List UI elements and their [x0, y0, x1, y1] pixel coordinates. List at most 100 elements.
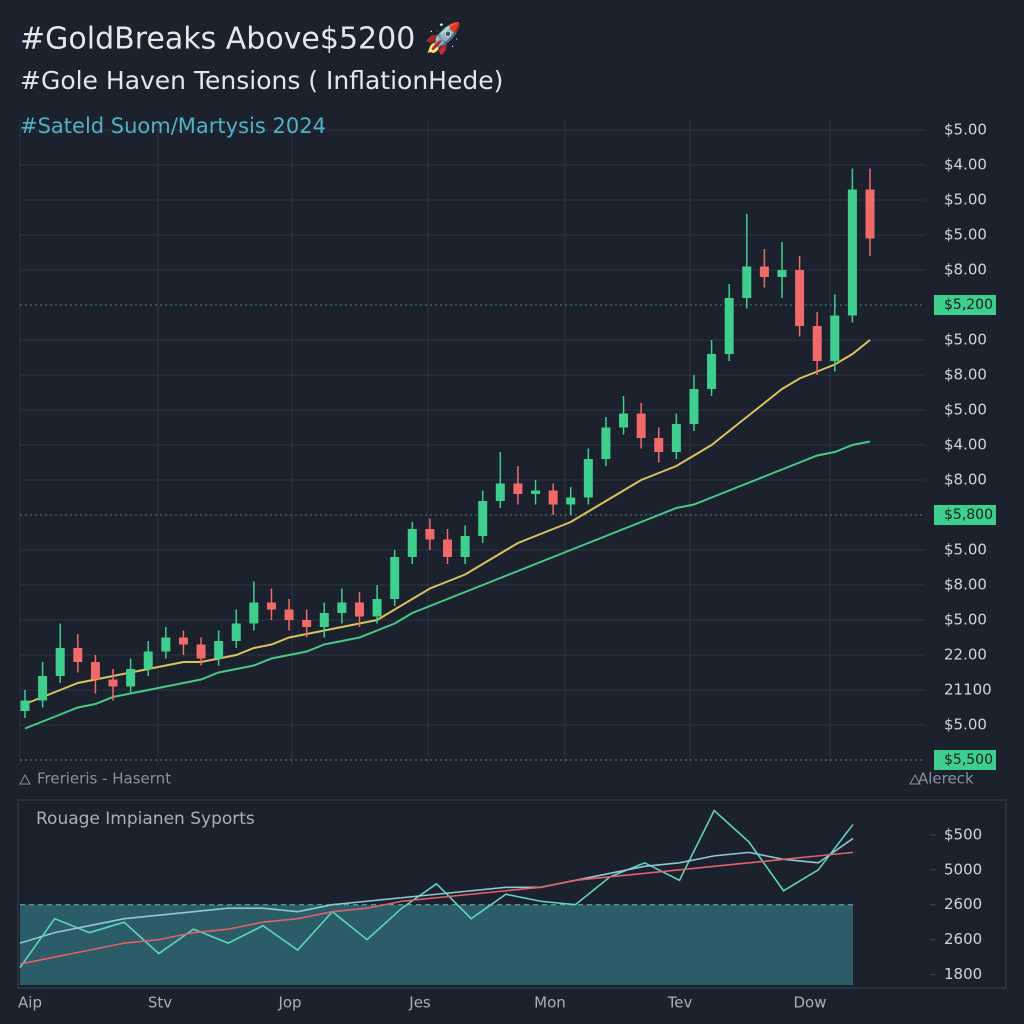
y-tick-label: $4.00 — [944, 436, 987, 454]
candle-body — [231, 623, 241, 641]
candle-body — [830, 315, 840, 361]
y-tick-label: $5.00 — [944, 401, 987, 419]
candle-body — [337, 602, 347, 613]
candle-body — [90, 662, 100, 680]
candle-body — [742, 266, 752, 298]
x-tick-label: Dow — [794, 994, 827, 1012]
x-tick-label: Tev — [667, 994, 693, 1012]
y-tick-label: $8.00 — [944, 261, 987, 279]
x-tick-label: Jop — [277, 994, 301, 1012]
candle-body — [671, 424, 681, 452]
y-tick-label: $8.00 — [944, 366, 987, 384]
candle-body — [143, 651, 153, 669]
candle-body — [354, 602, 364, 617]
candle-body — [443, 539, 452, 557]
y-tick-label: 1800 — [944, 965, 982, 983]
y-tick-label: $5.00 — [944, 716, 987, 734]
warning-icon — [909, 773, 921, 785]
candle-body — [55, 648, 65, 676]
y-tick-label: 21100 — [944, 681, 992, 699]
candle-body — [425, 529, 435, 540]
price-badge — [934, 750, 996, 770]
footer-left: Frerieris - Hasernt — [37, 770, 171, 788]
candle-body — [689, 389, 699, 424]
candle-body — [372, 599, 382, 617]
y-tick-label: $8.00 — [944, 576, 987, 594]
y-tick-label: 22.00 — [944, 646, 987, 664]
y-tick-label: 5000 — [944, 860, 982, 878]
y-tick-label: $5,200 — [944, 297, 993, 313]
warning-icon — [19, 773, 31, 785]
chart-subtitle: #Gole Haven Tensions ( InflationHede) — [20, 66, 503, 95]
candle-body — [636, 413, 646, 438]
price-badge — [934, 295, 996, 315]
candle-body — [566, 497, 576, 505]
candle-body — [460, 536, 470, 557]
y-tick-label: $8.00 — [944, 471, 987, 489]
candle-body — [38, 676, 48, 701]
shaded-zone — [20, 904, 853, 985]
y-tick-label: $5.00 — [944, 541, 987, 559]
candle-body — [284, 609, 294, 620]
y-tick-label: $5.00 — [944, 331, 987, 349]
candle-body — [759, 266, 769, 277]
candle-body — [319, 613, 329, 627]
y-tick-label: 2600 — [944, 895, 982, 913]
candle-body — [865, 189, 875, 239]
candle-body — [847, 189, 857, 316]
candle-body — [601, 427, 611, 459]
candle-body — [513, 483, 523, 494]
candle-body — [583, 459, 593, 498]
x-tick-label: Mon — [534, 994, 566, 1012]
candle-body — [196, 644, 206, 659]
y-tick-label: $5,800 — [944, 507, 993, 523]
line-series — [19, 851, 854, 965]
y-tick-label: $5.00 — [944, 121, 987, 139]
footer-right: Alereck — [918, 770, 974, 788]
chart-title: #GoldBreaks Above$5200 🚀 — [20, 21, 462, 57]
candle-body — [161, 637, 171, 652]
candle-body — [707, 354, 717, 389]
candle-body — [126, 669, 136, 687]
x-tick-label: Jes — [408, 994, 431, 1012]
candle-body — [777, 270, 787, 277]
x-tick-label: Aip — [18, 994, 42, 1012]
candle-body — [478, 501, 488, 536]
candle-body — [407, 529, 417, 557]
candle-body — [495, 483, 505, 501]
line-series — [19, 809, 854, 969]
panel-title: Rouage Impianen Syports — [36, 809, 255, 829]
moving-average — [24, 339, 871, 705]
candle-body — [531, 490, 541, 494]
sub-panel — [17, 799, 1007, 989]
y-tick-label: $4.00 — [944, 156, 987, 174]
y-tick-label: $5.00 — [944, 191, 987, 209]
candle-body — [108, 679, 118, 687]
candle-body — [266, 602, 276, 610]
moving-average — [24, 440, 871, 730]
candle-body — [20, 700, 30, 711]
candle-body — [795, 270, 805, 326]
price-badge — [934, 505, 996, 525]
candle-body — [302, 620, 312, 627]
annotation: #Sateld Suom/Martysis 2024 — [20, 114, 326, 138]
candle-body — [214, 641, 224, 659]
candle-body — [249, 602, 259, 624]
candle-body — [654, 438, 664, 452]
candle-body — [73, 648, 83, 662]
x-tick-label: Stv — [148, 994, 172, 1012]
candle-body — [812, 326, 822, 361]
y-tick-label: $5.00 — [944, 611, 987, 629]
y-tick-label: $5,500 — [944, 752, 993, 768]
line-series — [19, 837, 854, 944]
candle-body — [390, 557, 400, 599]
candle-body — [724, 298, 734, 354]
candle-body — [619, 413, 629, 428]
y-tick-label: $500 — [944, 825, 982, 843]
candle-body — [548, 490, 558, 505]
candle-body — [178, 637, 188, 645]
y-tick-label: $5.00 — [944, 226, 987, 244]
y-tick-label: 2600 — [944, 930, 982, 948]
